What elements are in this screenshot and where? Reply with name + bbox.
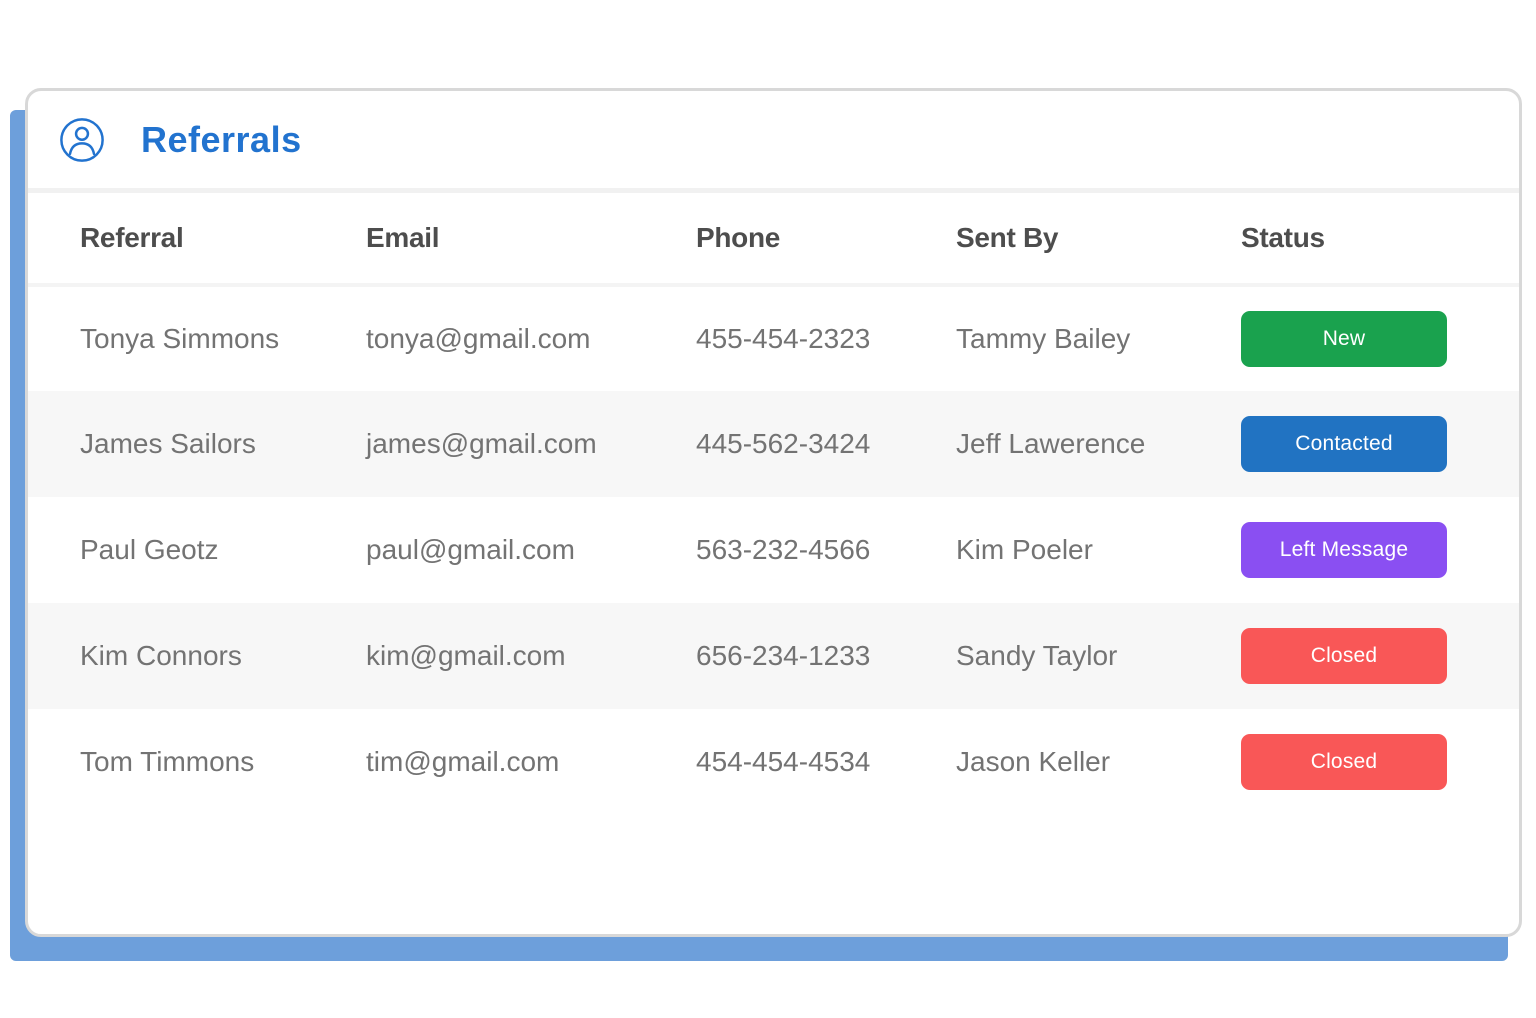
referrals-table: Referral Email Phone Sent By Status Tony…: [28, 193, 1519, 815]
table-row: Kim Connors kim@gmail.com 656-234-1233 Sand…: [28, 603, 1519, 709]
cell-phone: 445-562-3424: [696, 428, 871, 459]
cell-email: paul@gmail.com: [366, 534, 575, 565]
cell-email: kim@gmail.com: [366, 640, 566, 671]
table-row: Paul Geotz paul@gmail.com 563-232-4566 Kim …: [28, 497, 1519, 603]
cell-status: Closed: [1213, 603, 1519, 709]
table-row: Tonya Simmons tonya@gmail.com 455-454-2323…: [28, 285, 1519, 391]
cell-referral: Kim Connors: [80, 640, 242, 671]
column-header-email: Email: [366, 222, 440, 253]
cell-sent-by: Tammy Bailey: [956, 323, 1131, 354]
cell-phone: 656-234-1233: [696, 640, 871, 671]
cell-email: tim@gmail.com: [366, 746, 560, 777]
cell-referral: James Sailors: [80, 428, 256, 459]
card-header: Referrals: [28, 91, 1519, 188]
referrals-card: Referrals Referral Email Phone Sent By S…: [25, 88, 1522, 937]
cell-sent-by: Sandy Taylor: [956, 640, 1118, 671]
cell-email: james@gmail.com: [366, 428, 597, 459]
person-icon: [59, 117, 105, 163]
cell-sent-by: Jason Keller: [956, 746, 1111, 777]
status-badge[interactable]: New: [1241, 311, 1447, 367]
cell-sent-by: Kim Poeler: [956, 534, 1093, 565]
cell-phone: 455-454-2323: [696, 323, 871, 354]
page-title: Referrals: [141, 118, 302, 160]
table-row: Tom Timmons tim@gmail.com 454-454-4534 Jaso…: [28, 709, 1519, 815]
column-header-phone: Phone: [696, 222, 781, 253]
cell-status: Closed: [1213, 709, 1519, 815]
column-header-status: Status: [1241, 222, 1325, 253]
header-divider: [28, 188, 1519, 193]
cell-email: tonya@gmail.com: [366, 323, 591, 354]
status-badge[interactable]: Left Message: [1241, 522, 1447, 578]
cell-status: Left Message: [1213, 497, 1519, 603]
cell-referral: Tom Timmons: [80, 746, 255, 777]
status-badge[interactable]: Closed: [1241, 734, 1447, 790]
cell-phone: 454-454-4534: [696, 746, 871, 777]
cell-referral: Paul Geotz: [80, 534, 219, 565]
status-badge[interactable]: Closed: [1241, 628, 1447, 684]
table-header-row: Referral Email Phone Sent By Status: [28, 193, 1519, 285]
column-header-referral: Referral: [80, 222, 184, 253]
cell-status: Contacted: [1213, 391, 1519, 497]
table-row: James Sailors james@gmail.com 445-562-3424…: [28, 391, 1519, 497]
status-badge[interactable]: Contacted: [1241, 416, 1447, 472]
table-body: Tonya Simmons tonya@gmail.com 455-454-2323…: [28, 285, 1519, 815]
cell-phone: 563-232-4566: [696, 534, 871, 565]
cell-sent-by: Jeff Lawerence: [956, 428, 1146, 459]
cell-referral: Tonya Simmons: [80, 323, 280, 354]
cell-status: New: [1213, 285, 1519, 391]
column-header-sent-by: Sent By: [956, 222, 1059, 253]
